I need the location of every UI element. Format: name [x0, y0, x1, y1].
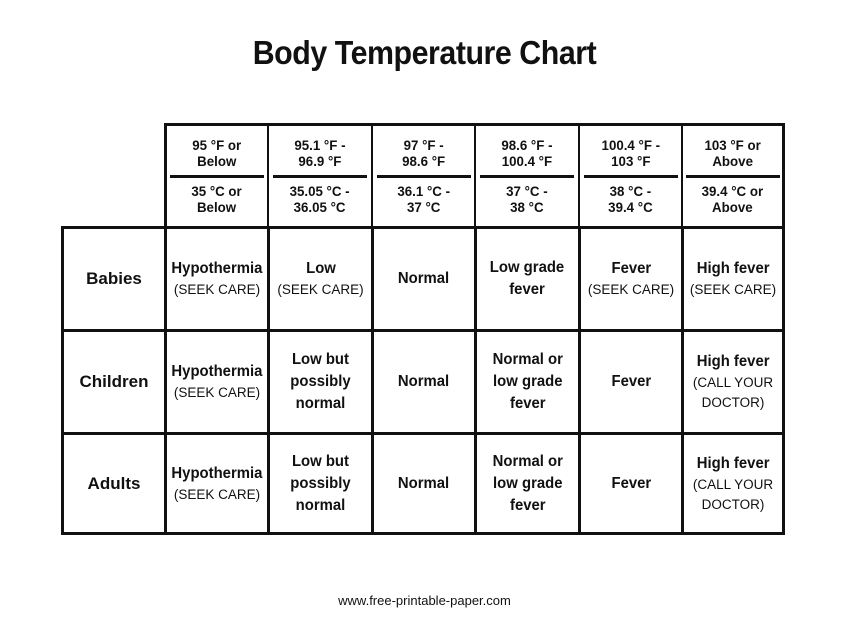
status-text: High fever	[696, 454, 770, 472]
header-divider	[480, 175, 574, 178]
row-label: Children	[79, 372, 149, 391]
table-cell: Fever	[578, 432, 681, 535]
table-cell: Normal	[371, 329, 474, 432]
care-note: (CALL YOUR DOCTOR)	[692, 476, 774, 512]
celsius-range: 36.1 °C - 37 °C	[397, 183, 450, 215]
table-cell: High fever (CALL YOUR DOCTOR)	[681, 432, 785, 535]
status-text: High fever	[696, 260, 770, 277]
celsius-range: 38 °C - 39.4 °C	[608, 183, 653, 215]
status-text: Low grade fever	[490, 259, 565, 298]
status-text: Low	[305, 260, 336, 277]
table-cell: Low but possibly normal	[267, 432, 371, 535]
care-note: (SEEK CARE)	[173, 282, 261, 297]
status-text: Low but possibly normal	[290, 452, 351, 514]
page-title: Body Temperature Chart	[252, 34, 597, 71]
header-divider	[170, 175, 264, 178]
care-note: (SEEK CARE)	[689, 282, 777, 297]
table-cell: Fever	[578, 329, 681, 432]
celsius-range: 35.05 °C - 36.05 °C	[289, 183, 351, 215]
row-label-cell: Children	[61, 329, 164, 432]
table-cell: Hypothermia (SEEK CARE)	[164, 226, 267, 329]
table-cell: Low grade fever	[474, 226, 578, 329]
care-note: (SEEK CARE)	[277, 282, 364, 297]
row-label-cell: Adults	[61, 432, 164, 535]
celsius-range: 35 °C or Below	[191, 183, 243, 215]
celsius-range: 39.4 °C or Above	[701, 183, 764, 215]
status-text: High fever	[696, 353, 770, 370]
fahrenheit-range: 97 °F - 98.6 °F	[401, 137, 446, 169]
table-cell: Normal or low grade fever	[474, 432, 578, 535]
row-label-cell: Babies	[61, 226, 164, 329]
fahrenheit-range: 98.6 °F - 100.4 °F	[501, 137, 553, 169]
footer-url: www.free-printable-paper.com	[338, 593, 511, 608]
celsius-range: 37 °C - 38 °C	[506, 183, 548, 215]
status-text: Low but possibly normal	[290, 351, 351, 412]
status-text: Hypothermia	[171, 363, 263, 380]
status-text: Hypothermia	[171, 464, 263, 482]
table-cell: Low but possibly normal	[267, 329, 371, 432]
care-note: (SEEK CARE)	[173, 486, 261, 502]
fahrenheit-range: 95.1 °F - 96.9 °F	[294, 137, 346, 169]
header-divider	[685, 175, 780, 178]
care-note: (SEEK CARE)	[587, 282, 675, 297]
table-cell: Hypothermia (SEEK CARE)	[164, 329, 267, 432]
status-text: Normal or low grade fever	[492, 452, 563, 514]
header-cell: 95 °F or Below 35 °C or Below	[164, 123, 267, 226]
header-divider	[583, 175, 678, 178]
header-cell: 100.4 °F - 103 °F 38 °C - 39.4 °C	[578, 123, 681, 226]
row-label: Adults	[87, 473, 141, 493]
table-cell: Normal	[371, 432, 474, 535]
table-cell: Hypothermia (SEEK CARE)	[164, 432, 267, 535]
fahrenheit-range: 103 °F or Above	[704, 137, 761, 169]
status-text: Normal or low grade fever	[492, 351, 563, 412]
table-cell: Normal	[371, 226, 474, 329]
header-cell: 97 °F - 98.6 °F 36.1 °C - 37 °C	[371, 123, 474, 226]
status-text: Hypothermia	[171, 260, 263, 277]
status-text: Normal	[398, 270, 450, 287]
header-divider	[273, 175, 367, 178]
status-text: Fever	[611, 474, 651, 492]
header-cell: 98.6 °F - 100.4 °F 37 °C - 38 °C	[474, 123, 578, 226]
table-cell: Low (SEEK CARE)	[267, 226, 371, 329]
fahrenheit-range: 95 °F or Below	[192, 137, 242, 169]
status-text: Fever	[611, 260, 651, 277]
fahrenheit-range: 100.4 °F - 103 °F	[601, 137, 660, 169]
header-cell: 95.1 °F - 96.9 °F 35.05 °C - 36.05 °C	[267, 123, 371, 226]
care-note: (SEEK CARE)	[173, 385, 261, 400]
care-note: (CALL YOUR DOCTOR)	[692, 375, 774, 410]
row-label: Babies	[86, 269, 142, 288]
status-text: Normal	[398, 373, 450, 390]
header-divider	[376, 175, 471, 178]
status-text: Fever	[611, 373, 651, 390]
header-cell: 103 °F or Above 39.4 °C or Above	[681, 123, 785, 226]
table-cell: Fever (SEEK CARE)	[578, 226, 681, 329]
table-cell: High fever (CALL YOUR DOCTOR)	[681, 329, 785, 432]
table-cell: High fever (SEEK CARE)	[681, 226, 785, 329]
table-cell: Normal or low grade fever	[474, 329, 578, 432]
status-text: Normal	[398, 474, 450, 492]
